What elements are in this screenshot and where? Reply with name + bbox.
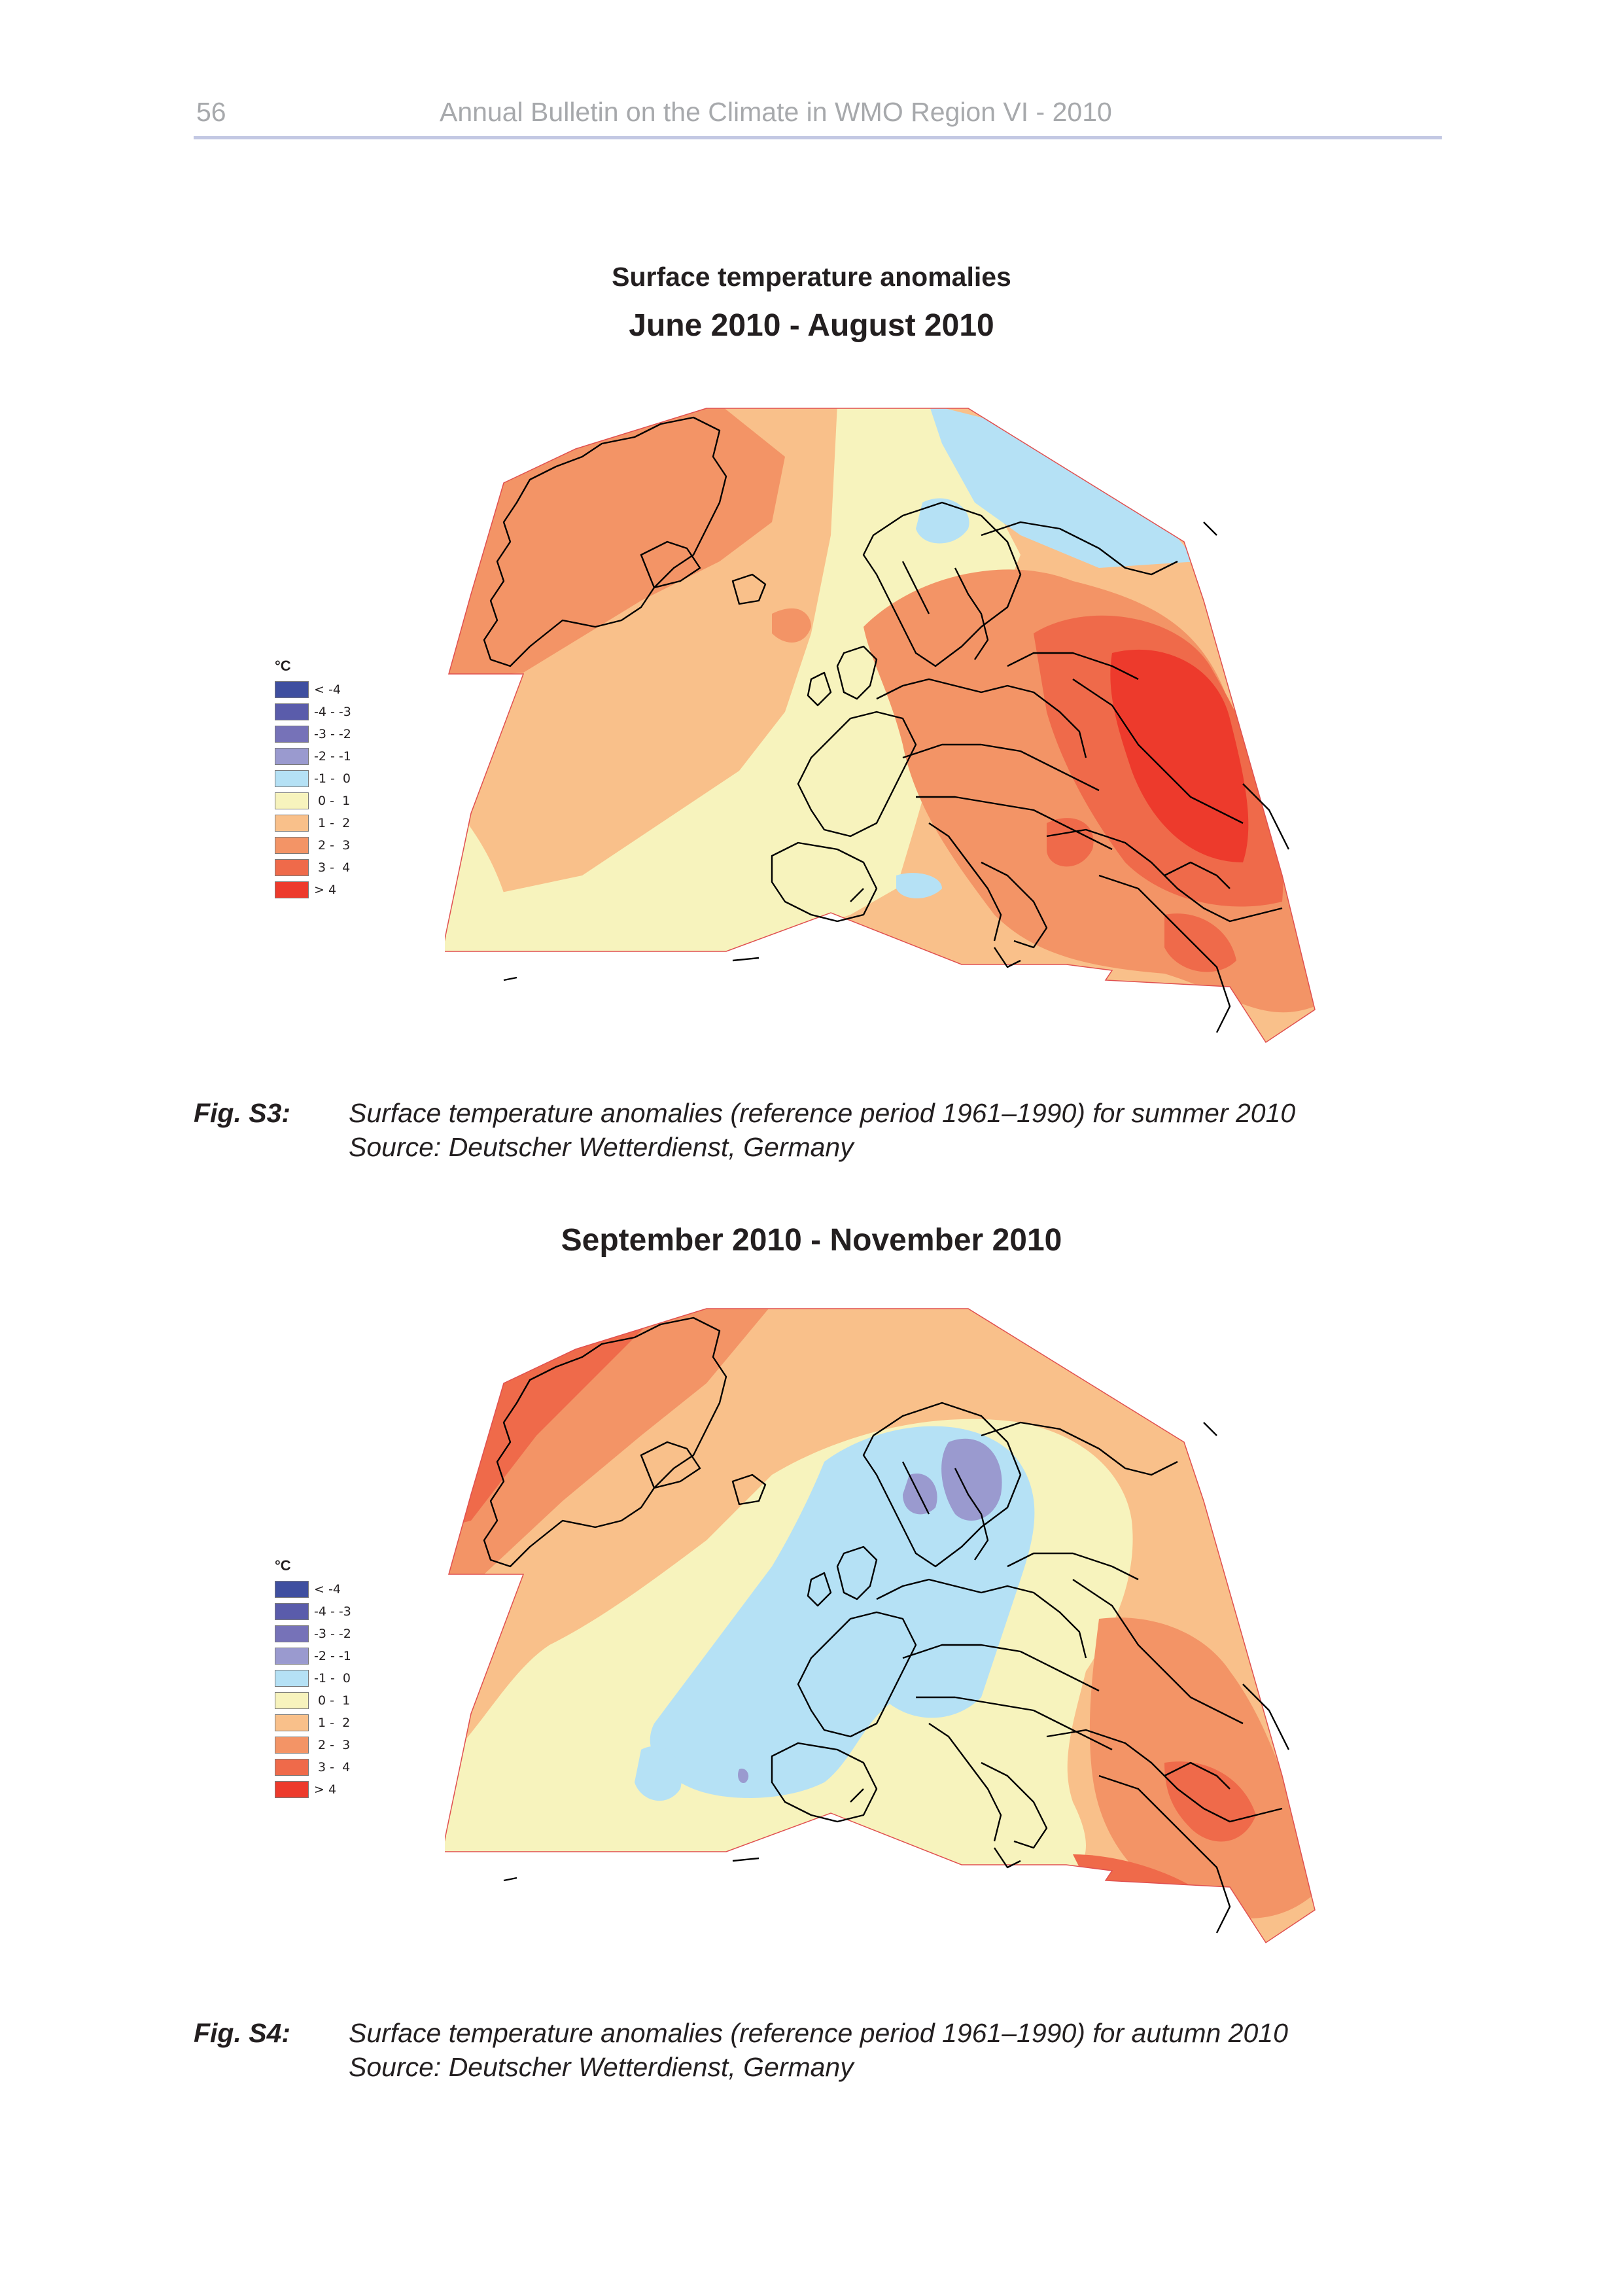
legend-label: > 4 [314, 883, 337, 897]
legend-item: > 4 [275, 879, 406, 901]
autumn-anomaly-map [445, 1308, 1316, 1944]
figure-s4-caption: Surface temperature anomalies (reference… [349, 2018, 1288, 2048]
legend-label: 3 - 4 [314, 1760, 351, 1775]
legend-label: > 4 [314, 1782, 337, 1797]
legend-swatch [275, 770, 309, 787]
legend-swatch [275, 748, 309, 765]
legend-label: 1 - 2 [314, 816, 351, 830]
legend-swatch [275, 837, 309, 854]
legend-label: 2 - 3 [314, 838, 351, 853]
legend-label: 1 - 2 [314, 1716, 351, 1730]
legend-label: < -4 [314, 1582, 341, 1597]
legend-item: > 4 [275, 1778, 406, 1801]
legend-swatch [275, 1670, 309, 1687]
legend-swatch [275, 792, 309, 809]
legend-swatch [275, 1781, 309, 1798]
legend-item: -4 - -3 [275, 1600, 406, 1623]
legend-swatch [275, 1692, 309, 1709]
legend-swatch [275, 815, 309, 832]
legend-item: 3 - 4 [275, 1756, 406, 1778]
legend-summer: °C < -4 -4 - -3 -3 - -2 -2 - -1 -1 - 0 0… [275, 658, 406, 901]
figure-s3-source: Source: Deutscher Wetterdienst, Germany [349, 1132, 854, 1162]
legend-item: -3 - -2 [275, 723, 406, 745]
legend-swatch [275, 1625, 309, 1642]
legend-swatch [275, 1737, 309, 1754]
figure-s3-caption: Surface temperature anomalies (reference… [349, 1098, 1296, 1128]
legend-swatch [275, 681, 309, 698]
figure-s3-label: Fig. S3: [194, 1098, 291, 1128]
legend-item: -2 - -1 [275, 1645, 406, 1667]
figure-s4-period-title: September 2010 - November 2010 [561, 1223, 1062, 1258]
legend-item: < -4 [275, 1578, 406, 1600]
legend-label: -2 - -1 [314, 749, 351, 764]
legend-item: -2 - -1 [275, 745, 406, 768]
figure-s3-period-title: June 2010 - August 2010 [629, 308, 994, 343]
figure-main-title: Surface temperature anomalies [612, 262, 1011, 292]
legend-item: -1 - 0 [275, 1667, 406, 1689]
legend-label: -3 - -2 [314, 1627, 351, 1641]
legend-label: < -4 [314, 682, 341, 697]
summer-anomaly-map [445, 408, 1316, 1044]
figure-s4-source: Source: Deutscher Wetterdienst, Germany [349, 2052, 854, 2082]
legend-label: 0 - 1 [314, 794, 351, 808]
legend-swatch [275, 1648, 309, 1665]
figure-s4-label: Fig. S4: [194, 2018, 291, 2048]
legend-unit: °C [275, 1557, 291, 1574]
legend-item: 2 - 3 [275, 834, 406, 857]
legend-swatch [275, 1581, 309, 1598]
legend-swatch [275, 726, 309, 743]
legend-item: -3 - -2 [275, 1623, 406, 1645]
legend-swatch [275, 703, 309, 720]
legend-item: -1 - 0 [275, 768, 406, 790]
legend-item: < -4 [275, 679, 406, 701]
legend-label: -1 - 0 [314, 771, 351, 786]
legend-label: -2 - -1 [314, 1649, 351, 1663]
legend-autumn: °C < -4 -4 - -3 -3 - -2 -2 - -1 -1 - 0 0… [275, 1557, 406, 1801]
legend-unit: °C [275, 658, 291, 674]
legend-label: 3 - 4 [314, 860, 351, 875]
legend-label: -1 - 0 [314, 1671, 351, 1686]
legend-label: -4 - -3 [314, 705, 351, 719]
legend-swatch [275, 859, 309, 876]
running-title: Annual Bulletin on the Climate in WMO Re… [440, 97, 1112, 127]
legend-item: 1 - 2 [275, 1712, 406, 1734]
legend-label: 0 - 1 [314, 1693, 351, 1708]
legend-label: 2 - 3 [314, 1738, 351, 1752]
page-number: 56 [196, 97, 226, 127]
page-header: 56 Annual Bulletin on the Climate in WMO… [194, 93, 1442, 139]
legend-item: 0 - 1 [275, 1689, 406, 1712]
legend-label: -4 - -3 [314, 1604, 351, 1619]
legend-swatch [275, 1603, 309, 1620]
legend-label: -3 - -2 [314, 727, 351, 741]
legend-item: 2 - 3 [275, 1734, 406, 1756]
legend-swatch [275, 1714, 309, 1731]
legend-item: 1 - 2 [275, 812, 406, 834]
legend-swatch [275, 1759, 309, 1776]
legend-item: -4 - -3 [275, 701, 406, 723]
legend-item: 0 - 1 [275, 790, 406, 812]
legend-swatch [275, 881, 309, 898]
legend-item: 3 - 4 [275, 857, 406, 879]
